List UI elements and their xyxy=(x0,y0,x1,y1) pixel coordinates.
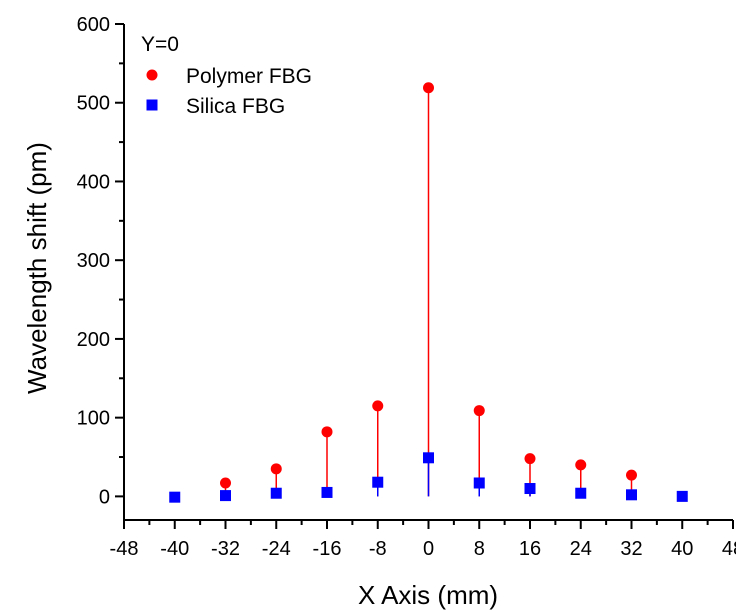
data-point-silica xyxy=(220,490,231,502)
data-point-polymer xyxy=(575,459,587,471)
data-point-polymer xyxy=(372,400,384,412)
data-point-silica xyxy=(676,490,688,502)
data-point-polymer xyxy=(321,426,333,438)
data-point-polymer xyxy=(626,469,637,481)
y-tick-label: 400 xyxy=(77,171,110,193)
legend-marker-polymer xyxy=(146,69,158,81)
x-tick-label: 40 xyxy=(671,538,693,560)
x-tick-label: -40 xyxy=(160,538,189,560)
y-tick-label: 100 xyxy=(77,408,110,430)
x-tick-label: 16 xyxy=(519,538,541,560)
y-tick-label: 200 xyxy=(77,329,110,351)
data-point-polymer xyxy=(423,82,434,94)
chart-annotation: Y=0 xyxy=(141,33,179,56)
y-tick-label: 600 xyxy=(77,14,110,36)
data-point-silica xyxy=(321,486,333,498)
y-axis-title: Wavelength shift (pm) xyxy=(22,142,52,394)
data-point-silica xyxy=(626,489,637,501)
data-point-silica xyxy=(169,491,181,503)
x-tick-label: -48 xyxy=(110,538,139,560)
data-point-silica xyxy=(423,452,434,464)
plot-area xyxy=(169,82,688,503)
legend-label: Silica FBG xyxy=(186,95,285,118)
legend: Polymer FBG Silica FBG xyxy=(146,65,312,118)
data-point-polymer xyxy=(473,405,485,417)
data-point-silica xyxy=(575,487,587,499)
data-point-silica xyxy=(372,476,384,488)
x-tick-label: 32 xyxy=(620,538,642,560)
x-tick-label: -24 xyxy=(262,538,291,560)
data-point-polymer xyxy=(524,453,536,465)
x-axis-title: X Axis (mm) xyxy=(358,580,498,610)
data-point-polymer xyxy=(270,463,282,475)
y-tick-label: 500 xyxy=(77,93,110,115)
x-tick-label: 8 xyxy=(474,538,485,560)
x-tick-label: -16 xyxy=(313,538,342,560)
y-tick-label: 300 xyxy=(77,250,110,272)
legend-marker-silica xyxy=(146,99,158,111)
data-point-silica xyxy=(270,487,282,499)
x-tick-label: -8 xyxy=(369,538,387,560)
data-point-silica xyxy=(473,477,485,489)
x-tick-label: -32 xyxy=(211,538,240,560)
x-tick-label: 48 xyxy=(722,538,736,560)
data-point-silica xyxy=(524,483,536,495)
x-tick-label: 24 xyxy=(570,538,592,560)
x-tick-label: 0 xyxy=(423,538,434,560)
axes: 0 100 200 300 400 500 600 -48 -40 -32 -24 -16 -8 0 8 16… xyxy=(77,14,736,560)
data-point-polymer xyxy=(220,477,231,489)
legend-label: Polymer FBG xyxy=(186,65,312,88)
y-tick-label: 0 xyxy=(99,486,110,508)
